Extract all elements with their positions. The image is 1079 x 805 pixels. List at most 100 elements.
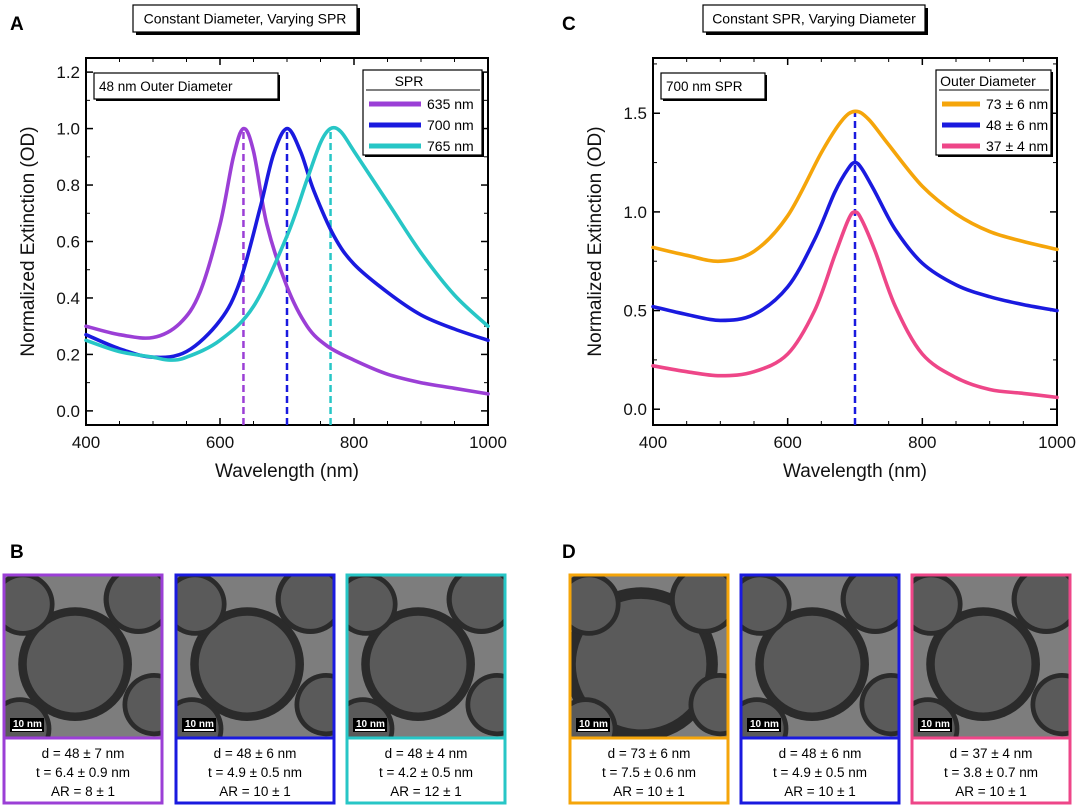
tem-cell-D-1: 10 nm d = 73 ± 6 nm t = 7.5 ± 0.6 nm AR = 1…: [568, 573, 730, 805]
caption-box: [176, 739, 334, 803]
panel-label-d: D: [562, 542, 576, 563]
annotation-text: 700 nm SPR: [666, 79, 743, 94]
caption-box: [741, 739, 899, 803]
scale-bar-label: 10 nm: [185, 719, 214, 730]
caption-box: [4, 739, 162, 803]
y-tick-label: 1.0: [56, 120, 80, 139]
particle-core: [176, 577, 222, 632]
legend-entry-2: 48 ± 6 nm: [986, 117, 1048, 133]
caption-t: t = 6.4 ± 0.9 nm: [36, 765, 130, 780]
caption-ar: AR = 8 ± 1: [51, 784, 115, 799]
caption-d: d = 73 ± 6 nm: [608, 746, 691, 761]
particle-core: [108, 575, 162, 629]
x-tick-label: 1000: [469, 433, 507, 452]
scale-bar-bg: [918, 718, 952, 732]
tem-row-d: 10 nm d = 73 ± 6 nm t = 7.5 ± 0.6 nm AR = 1…: [568, 573, 1072, 805]
particle-core: [127, 677, 162, 732]
particle-core: [934, 615, 1032, 713]
caption-t: t = 4.9 ± 0.5 nm: [208, 765, 302, 780]
series-line-3: [651, 210, 1059, 400]
caption-ar: AR = 10 ± 1: [955, 784, 1027, 799]
tem-border: [568, 573, 730, 805]
caption-ar: AR = 12 ± 1: [390, 784, 462, 799]
particle-core: [741, 577, 787, 632]
scale-bar-label: 10 nm: [579, 719, 608, 730]
tem-border: [739, 573, 901, 805]
panel-label-b: B: [10, 542, 24, 563]
particle-core: [912, 577, 958, 632]
y-tick-label: 1.5: [623, 104, 647, 123]
y-tick-label: 0.8: [56, 176, 80, 195]
x-tick-label: 600: [206, 433, 234, 452]
title-box: [702, 4, 926, 33]
tem-particles: [741, 575, 899, 737]
scale-bar-label: 10 nm: [13, 719, 42, 730]
scale-bar-bg: [182, 718, 216, 732]
particle-core: [369, 615, 467, 713]
chart-title: Constant SPR, Varying Diameter: [712, 11, 916, 27]
particle-core: [26, 615, 124, 713]
particle-core: [451, 575, 505, 629]
particle-core: [470, 677, 505, 732]
scale-bar-bg: [353, 718, 387, 732]
series-line-2: [84, 126, 490, 360]
x-tick-label: 800: [340, 433, 368, 452]
x-tick-label: 800: [908, 433, 936, 452]
tem-border: [345, 573, 507, 805]
title-box: [132, 4, 358, 33]
caption-t: t = 4.2 ± 0.5 nm: [379, 765, 473, 780]
annotation-box: [660, 72, 766, 100]
x-tick-label: 400: [72, 433, 100, 452]
x-tick-label: 400: [639, 433, 667, 452]
legend-entry-1: 635 nm: [427, 96, 474, 112]
caption-box: [347, 739, 505, 803]
tem-cell-D-3: 10 nm d = 37 ± 4 nm t = 3.8 ± 0.7 nm AR = 1…: [910, 573, 1072, 805]
y-tick-label: 1.0: [623, 203, 647, 222]
scale-bar-label: 10 nm: [750, 719, 779, 730]
legend-title: SPR: [395, 73, 424, 89]
y-axis-label: Normalized Extinction (OD): [18, 126, 39, 356]
particle-core: [4, 577, 50, 632]
tem-cell-B-2: 10 nm d = 48 ± 6 nm t = 4.9 ± 0.5 nm AR = 1…: [174, 573, 336, 805]
scale-bar-label: 10 nm: [921, 719, 950, 730]
caption-ar: AR = 10 ± 1: [784, 784, 856, 799]
annotation-text: 48 nm Outer Diameter: [99, 79, 233, 94]
scale-bar-bg: [10, 718, 44, 732]
particle-core: [674, 575, 728, 629]
tem-cell-B-1: 10 nm d = 48 ± 7 nm t = 6.4 ± 0.9 nm AR = 8…: [2, 573, 164, 805]
tem-particles: [347, 575, 505, 737]
tem-particles: [570, 575, 728, 737]
x-axis-label: Wavelength (nm): [215, 461, 359, 482]
series-line-3: [84, 125, 490, 362]
x-axis-label: Wavelength (nm): [783, 461, 927, 482]
tem-cell-D-2: 10 nm d = 48 ± 6 nm t = 4.9 ± 0.5 nm AR = 1…: [739, 573, 901, 805]
y-tick-label: 0.0: [623, 400, 647, 419]
x-tick-label: 600: [773, 433, 801, 452]
panel-label-c: C: [562, 14, 576, 35]
caption-d: d = 37 ± 4 nm: [950, 746, 1033, 761]
legend-entry-3: 765 nm: [427, 138, 474, 154]
chart-c: Constant SPR, Varying Diameter 400 600 800 1…: [585, 4, 1076, 482]
x-tick-label: 1000: [1038, 433, 1076, 452]
caption-t: t = 4.9 ± 0.5 nm: [773, 765, 867, 780]
tem-particles: [176, 575, 334, 737]
tem-border: [174, 573, 336, 805]
caption-d: d = 48 ± 7 nm: [42, 746, 125, 761]
chart-title: Constant Diameter, Varying SPR: [144, 11, 347, 27]
caption-t: t = 7.5 ± 0.6 nm: [602, 765, 696, 780]
series-line-1: [651, 109, 1059, 264]
legend-title: Outer Diameter: [940, 73, 1036, 89]
tem-cell-B-3: 10 nm d = 48 ± 4 nm t = 4.2 ± 0.5 nm AR = 1…: [345, 573, 507, 805]
tem-row-b: 10 nm d = 48 ± 7 nm t = 6.4 ± 0.9 nm AR = 8…: [2, 573, 507, 805]
y-tick-label: 1.2: [56, 63, 80, 82]
particle-core: [198, 615, 296, 713]
annotation-box: [93, 72, 279, 100]
y-tick-label: 0.0: [56, 402, 80, 421]
series-line-2: [651, 160, 1059, 323]
tem-border: [910, 573, 1072, 805]
particle-core: [299, 677, 334, 732]
particle-core: [763, 615, 861, 713]
legend-box: [362, 69, 483, 156]
particle-core: [693, 677, 728, 732]
